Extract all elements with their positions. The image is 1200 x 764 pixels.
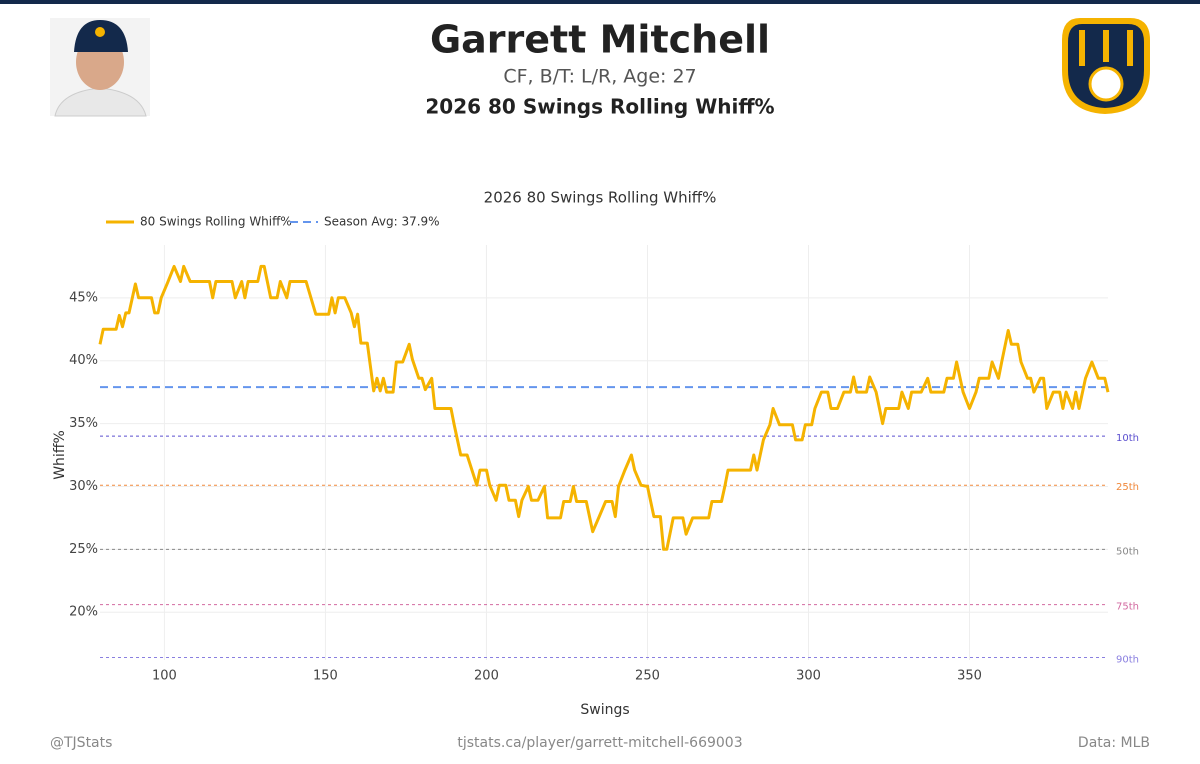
player-info: CF, B/T: L/R, Age: 27 — [503, 66, 696, 88]
y-tick-label: 35% — [69, 416, 98, 431]
footer-right: Data: MLB — [1078, 735, 1150, 751]
percentile-label: 90th — [1116, 654, 1139, 665]
percentile-label: 50th — [1116, 546, 1139, 557]
legend-label: Season Avg: 37.9% — [324, 215, 440, 229]
x-tick-label: 150 — [313, 669, 338, 684]
subtitle: 2026 80 Swings Rolling Whiff% — [425, 95, 774, 119]
x-tick-label: 350 — [957, 669, 982, 684]
whiff-line — [98, 264, 1110, 551]
legend-label: 80 Swings Rolling Whiff% — [140, 215, 292, 229]
team-logo — [1062, 18, 1150, 114]
x-tick-label: 200 — [474, 669, 499, 684]
percentile-label: 75th — [1116, 602, 1139, 613]
x-axis-label: Swings — [580, 702, 629, 718]
y-axis-label: Whiff% — [52, 430, 68, 480]
player-photo — [50, 18, 150, 117]
percentile-label: 10th — [1116, 433, 1139, 444]
y-tick-label: 20% — [69, 605, 98, 620]
footer-left: @TJStats — [50, 735, 112, 751]
x-tick-label: 300 — [796, 669, 821, 684]
chart-title: 2026 80 Swings Rolling Whiff% — [484, 189, 717, 207]
y-tick-label: 25% — [69, 542, 98, 557]
y-tick-label: 40% — [69, 353, 98, 368]
percentile-label: 25th — [1116, 482, 1139, 493]
top-bar — [0, 0, 1200, 4]
y-tick-label: 45% — [69, 290, 98, 305]
x-tick-label: 250 — [635, 669, 660, 684]
player-name: Garrett Mitchell — [430, 18, 770, 62]
footer-center: tjstats.ca/player/garrett-mitchell-66900… — [457, 735, 742, 751]
y-tick-label: 30% — [69, 479, 98, 494]
x-tick-label: 100 — [152, 669, 177, 684]
